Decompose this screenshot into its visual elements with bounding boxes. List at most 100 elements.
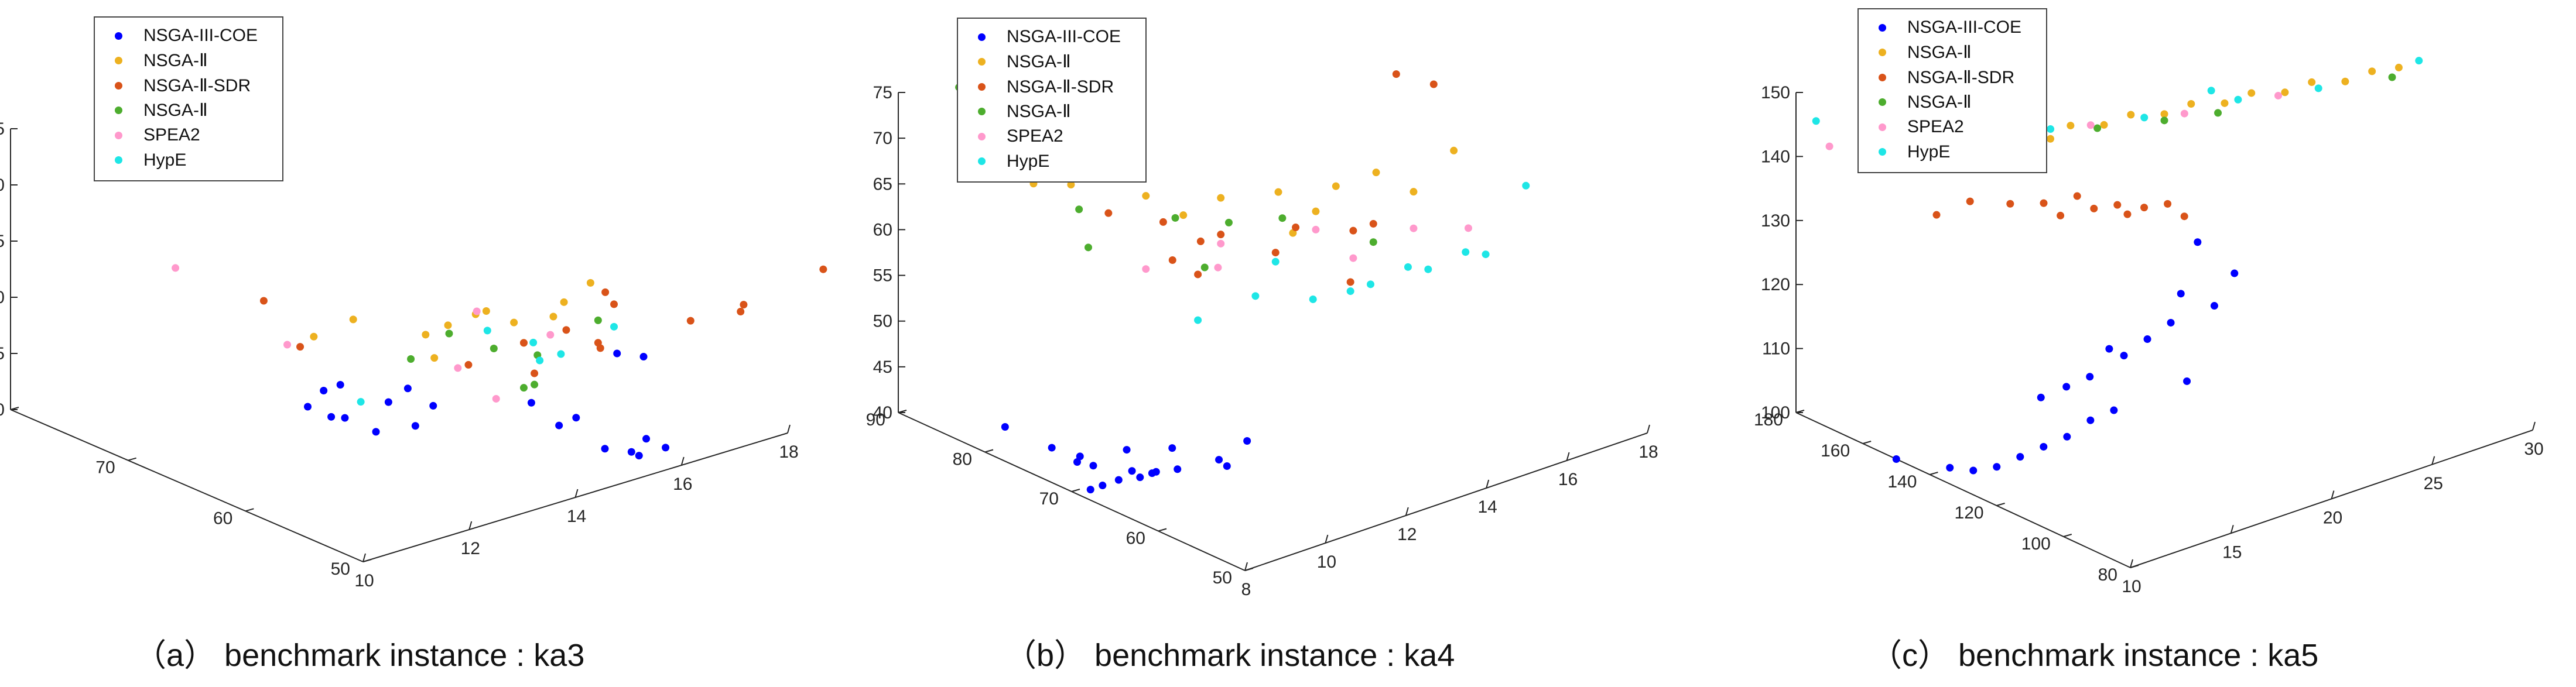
data-point	[1969, 466, 1978, 475]
data-point	[2037, 393, 2045, 401]
data-point	[349, 315, 357, 324]
legend-entry: NSGA-Ⅱ-SDR	[103, 73, 274, 98]
x-tick-label: 18	[1638, 442, 1658, 462]
y-tick-label: 60	[213, 509, 232, 528]
data-point	[1217, 239, 1225, 248]
data-point	[639, 352, 648, 360]
data-point	[2040, 442, 2048, 451]
data-point	[1152, 468, 1160, 476]
data-point	[357, 398, 365, 406]
data-point	[283, 341, 292, 349]
data-point	[1372, 169, 1380, 177]
x-tick-mark	[1486, 479, 1490, 489]
data-point	[2214, 109, 2222, 117]
z-tick-label: 140	[1761, 147, 1790, 166]
legend-label: NSGA-Ⅱ-SDR	[1007, 77, 1114, 97]
data-point	[531, 369, 539, 377]
data-point	[464, 360, 473, 369]
chart-panel-a: 101214161850607080404550556065 NSGA-III-…	[0, 0, 963, 687]
data-point	[2247, 89, 2256, 97]
data-point	[2160, 110, 2168, 118]
y-axis-line	[1795, 412, 2131, 568]
z-tick-label: 60	[0, 176, 5, 195]
data-point	[1085, 243, 1092, 252]
data-point	[1966, 197, 1974, 205]
data-point	[1369, 219, 1377, 228]
y-tick-mark	[1071, 489, 1080, 492]
legend-label: HypE	[143, 150, 187, 170]
legend-marker	[1879, 23, 1886, 32]
data-point	[555, 421, 563, 430]
data-point	[1214, 263, 1222, 272]
data-point	[594, 339, 602, 347]
y-axis-line	[10, 409, 364, 562]
legend-entry: NSGA-Ⅱ	[966, 50, 1137, 75]
legend-entry: NSGA-III-COE	[966, 25, 1137, 50]
data-point	[1424, 265, 1432, 273]
x-tick-label: 20	[2323, 509, 2342, 528]
z-tick-label: 150	[1761, 83, 1790, 102]
data-point	[1410, 188, 1418, 196]
x-tick-mark	[787, 424, 791, 434]
x-tick-mark	[2130, 559, 2133, 568]
z-tick-label: 75	[873, 83, 892, 102]
data-point	[492, 394, 500, 403]
data-point	[662, 444, 670, 452]
data-point	[1136, 473, 1144, 482]
legend-label: NSGA-Ⅱ-SDR	[143, 75, 251, 95]
data-point	[473, 307, 481, 315]
data-point	[454, 364, 462, 372]
z-tick-label: 45	[0, 344, 5, 363]
data-point	[1089, 462, 1097, 470]
legend-marker	[978, 157, 986, 166]
legend-label: NSGA-Ⅱ	[143, 101, 208, 121]
legend-marker	[115, 156, 122, 164]
y-tick-label: 100	[2021, 534, 2051, 554]
data-point	[1001, 422, 1009, 431]
data-point	[2187, 99, 2195, 108]
data-point	[407, 355, 415, 363]
data-point	[2073, 192, 2081, 200]
chart-caption: （a） benchmark instance : ka3	[135, 638, 585, 673]
data-point	[1349, 226, 1357, 235]
legend-label: NSGA-Ⅱ	[1907, 92, 1972, 112]
data-point	[1429, 80, 1438, 88]
x-tick-label: 10	[354, 571, 374, 590]
y-tick-label: 50	[331, 559, 350, 579]
data-point	[2274, 91, 2282, 99]
data-point	[1465, 224, 1472, 232]
data-point	[613, 349, 621, 358]
z-tick-label: 60	[873, 220, 892, 239]
data-point	[2368, 67, 2376, 75]
data-point	[2143, 335, 2151, 344]
legend-marker	[115, 57, 122, 65]
data-point	[601, 288, 610, 296]
legend-entry: NSGA-Ⅱ-SDR	[1867, 65, 2038, 90]
data-point	[1346, 278, 1354, 286]
data-point	[320, 387, 328, 395]
z-tick-label: 65	[0, 119, 5, 139]
data-point	[430, 354, 439, 362]
data-point	[445, 329, 453, 338]
data-point	[737, 308, 745, 316]
data-point	[2105, 345, 2113, 353]
data-point	[2415, 57, 2423, 65]
data-point	[1346, 287, 1354, 296]
data-point	[1128, 467, 1136, 475]
data-point	[259, 297, 268, 305]
data-point	[1482, 250, 1490, 259]
legend-marker	[1879, 123, 1886, 131]
data-point	[2167, 318, 2175, 327]
legend-label: SPEA2	[143, 125, 200, 145]
x-tick-label: 10	[2122, 577, 2141, 596]
legend-label: NSGA-III-COE	[143, 26, 258, 46]
y-tick-mark	[1930, 472, 1938, 475]
data-point	[1271, 257, 1280, 266]
data-point	[384, 398, 392, 406]
x-tick-mark	[1405, 507, 1409, 516]
data-point	[510, 318, 518, 327]
data-point	[560, 298, 568, 306]
data-point	[1215, 456, 1223, 464]
y-tick-label: 120	[1955, 503, 1984, 523]
data-point	[586, 279, 594, 287]
